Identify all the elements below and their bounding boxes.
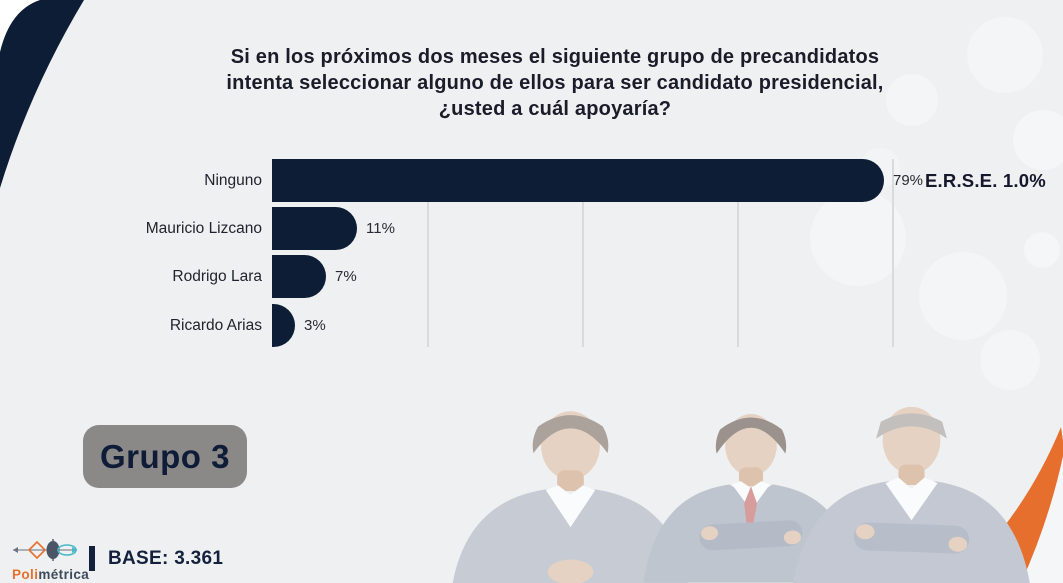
polimetrica-wordmark: Polimétrica	[12, 568, 102, 582]
bar-value-label: 7%	[335, 268, 357, 285]
base-label: BASE: 3.361	[108, 548, 224, 569]
base-divider	[89, 546, 95, 571]
bar-rodrigo-lara	[272, 255, 326, 298]
polimetrica-logo-icon	[13, 539, 77, 561]
photo-ricardo-arias	[793, 406, 1030, 583]
bar-value-label: 79%	[893, 172, 924, 189]
orange-crescent	[952, 427, 1063, 583]
bar-ninguno	[272, 159, 884, 202]
bar-chart: E.R.S.E. 1.0% Ninguno 79% Mauricio Lizcano…	[40, 159, 1050, 347]
category-label: Mauricio Lizcano	[145, 220, 262, 237]
question-title: Si en los próximos dos meses el siguient…	[226, 46, 884, 120]
corner-wedge-top-left	[0, 0, 40, 52]
category-label: Ricardo Arias	[169, 317, 262, 334]
bar-ricardo-arias	[272, 304, 295, 347]
bar-value-label: 11%	[366, 220, 395, 237]
group-badge-label: Grupo 3	[99, 437, 230, 475]
gridline	[427, 159, 429, 347]
navy-crescent	[0, 0, 84, 188]
category-label: Ninguno	[204, 172, 262, 189]
gridline	[892, 159, 894, 347]
gridline	[582, 159, 584, 347]
gridline	[737, 159, 739, 347]
photo-mauricio-lizcano	[452, 411, 689, 583]
group-badge: Grupo 3	[83, 425, 247, 488]
logo-poli: Poli	[12, 567, 39, 582]
polimetrica-logo: Polimétrica INSTITUCIONES | POLÍTICA | C…	[12, 538, 102, 583]
logo-metrica: métrica	[38, 567, 90, 582]
erse-annotation: E.R.S.E. 1.0%	[925, 170, 1046, 191]
category-label: Rodrigo Lara	[172, 268, 262, 285]
corner-wedge-bottom-right	[1021, 456, 1063, 583]
bar-value-label: 3%	[304, 317, 326, 334]
bar-mauricio-lizcano	[272, 207, 357, 250]
